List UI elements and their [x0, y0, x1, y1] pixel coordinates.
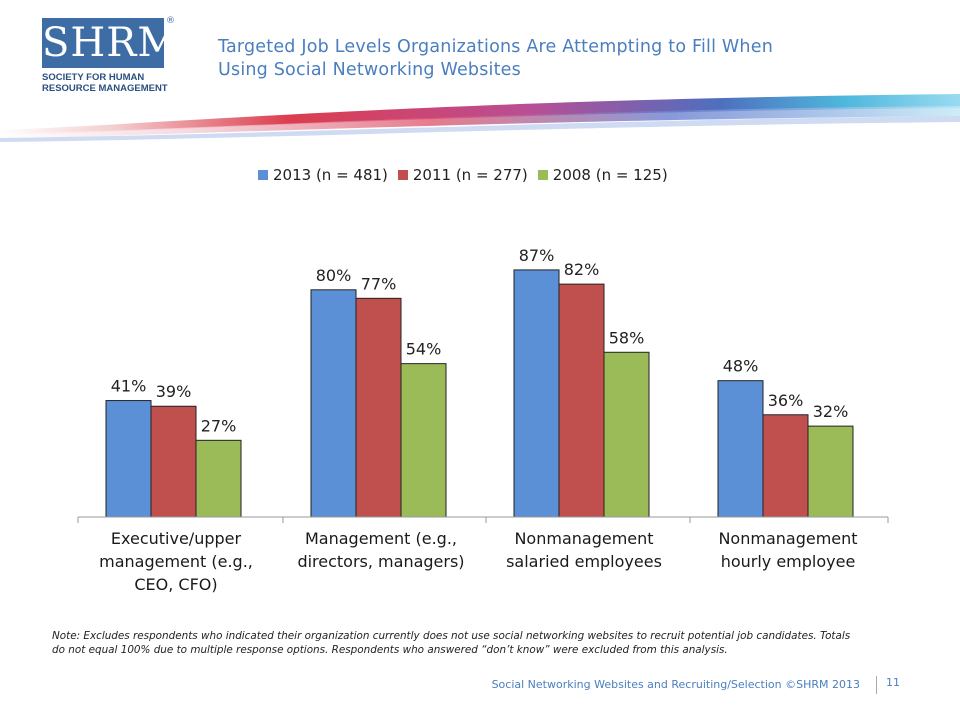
logo-line-2: RESOURCE MANAGEMENT — [42, 83, 168, 94]
legend-item-2013: 2013 (n = 481) — [258, 166, 388, 184]
decorative-banner — [0, 94, 960, 142]
chart-note: Note: Excludes respondents who indicated… — [52, 630, 851, 656]
category-label-line: Nonmanagement — [514, 529, 654, 548]
category-label-line: Management (e.g., — [305, 529, 457, 548]
data-label-2-2: 58% — [609, 328, 645, 347]
logo-line-1: SOCIETY FOR HUMAN — [42, 72, 145, 83]
bar-0-2 — [513, 269, 560, 518]
registered-mark: ® — [166, 16, 175, 26]
bar-1-1 — [355, 297, 402, 518]
data-label-2-0: 27% — [201, 416, 237, 435]
legend-swatch-2008 — [537, 170, 548, 180]
bar-1-2 — [558, 283, 605, 518]
category-label-0: Executive/upper management (e.g., CEO, CFO… — [78, 527, 274, 596]
legend-item-2008: 2008 (n = 125) — [537, 166, 668, 184]
chart-legend: 2013 (n = 481) 2011 (n = 277) 2008 (n = … — [258, 164, 668, 186]
bar-2-2 — [603, 351, 650, 518]
bar-0-3 — [717, 380, 764, 518]
data-label-0-2: 87% — [519, 246, 555, 265]
data-label-0-3: 48% — [723, 357, 759, 376]
category-label-line: management (e.g., — [99, 552, 253, 571]
category-label-line: Executive/upper — [110, 529, 242, 548]
title-line-2: Using Social Networking Websites — [218, 60, 521, 80]
logo-mark: SHRM — [42, 18, 180, 68]
category-label-line: Nonmanagement — [718, 529, 858, 548]
footer-source: Social Networking Websites and Recruitin… — [491, 678, 860, 691]
legend-label-2013: 2013 (n = 481) — [273, 166, 388, 184]
legend-label-2011: 2011 (n = 277) — [412, 166, 528, 184]
bar-1-3 — [762, 414, 809, 518]
bar-2-1 — [400, 363, 447, 518]
bar-1-0 — [150, 405, 197, 518]
data-label-1-0: 39% — [156, 382, 192, 401]
bar-2-3 — [807, 425, 854, 518]
data-label-2-1: 54% — [406, 340, 442, 359]
page-title: Targeted Job Levels Organizations Are At… — [218, 36, 918, 82]
bar-chart: 41% 80% 87% 48% 39% 77% 82% 36% 27% 54% 58% 32% — [77, 246, 889, 523]
bar-0-1 — [310, 289, 357, 518]
category-label-1: Management (e.g., directors, managers) — [283, 527, 479, 573]
data-label-0-0: 41% — [111, 377, 147, 396]
category-label-2: Nonmanagement salaried employees — [486, 527, 682, 573]
category-label-line: salaried employees — [506, 552, 662, 571]
legend-label-2008: 2008 (n = 125) — [552, 166, 668, 184]
page-number: 11 — [886, 676, 900, 689]
category-label-line: directors, managers) — [297, 552, 465, 571]
data-label-2-3: 32% — [813, 402, 849, 421]
page-divider — [876, 676, 877, 694]
category-label-line: CEO, CFO) — [134, 575, 218, 594]
data-label-1-3: 36% — [768, 391, 804, 410]
data-label-0-1: 80% — [316, 266, 352, 285]
data-label-1-1: 77% — [361, 274, 397, 293]
category-label-3: Nonmanagement hourly employee — [690, 527, 886, 573]
data-label-1-2: 82% — [564, 260, 600, 279]
bar-0-0 — [105, 400, 152, 518]
bar-2-0 — [195, 439, 242, 518]
category-label-line: hourly employee — [720, 552, 856, 571]
shrm-logo: SHRM ® SOCIETY FOR HUMAN RESOURCE MANAGE… — [42, 16, 180, 96]
legend-swatch-2011 — [397, 170, 408, 180]
legend-swatch-2013 — [258, 170, 268, 180]
legend-item-2011: 2011 (n = 277) — [397, 166, 528, 184]
title-line-1: Targeted Job Levels Organizations Are At… — [218, 37, 773, 57]
logo-subtitle: SOCIETY FOR HUMAN RESOURCE MANAGEMENT — [42, 72, 176, 94]
